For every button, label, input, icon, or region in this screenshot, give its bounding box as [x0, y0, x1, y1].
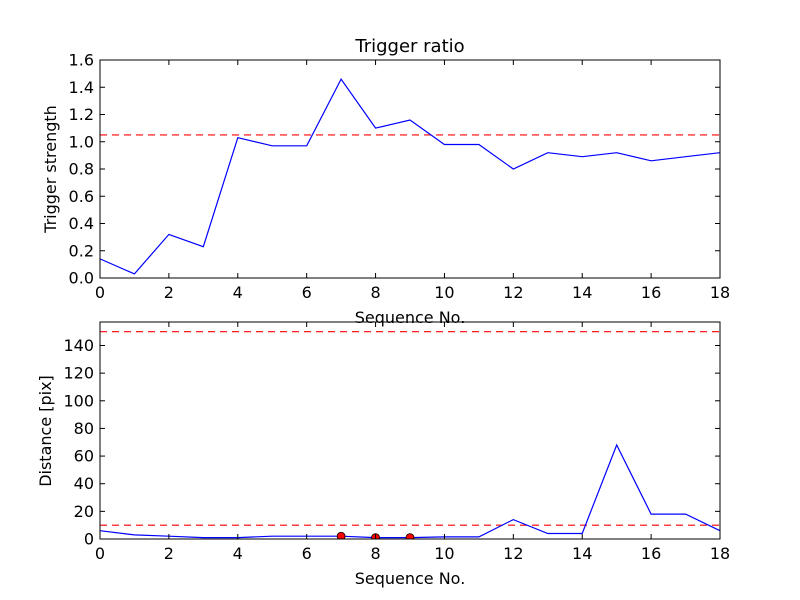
- y-tick-label: 80: [74, 419, 94, 438]
- x-tick-label: 12: [503, 544, 523, 563]
- ticks-top: 0 2 4 6 8 10 12 14 16 18 0.0 0.2 0.4 0.6 0.8 1.0 1.2 1.4 1…: [69, 51, 731, 303]
- ticks-bottom: 0 2 4 6 8 10 12 14 16 18 0 20 40 60 80 100 120 140: [63, 322, 730, 563]
- y-tick-label: 60: [74, 447, 94, 466]
- x-tick-label: 8: [370, 544, 380, 563]
- data-marker-3: [405, 533, 415, 539]
- x-tick-label: 2: [164, 283, 174, 302]
- y-tick-label: 1.2: [69, 105, 94, 124]
- x-tick-label: 16: [641, 283, 661, 302]
- series-line-1: [100, 77, 720, 275]
- y-axis-label-bottom: Distance [pix]: [36, 375, 55, 487]
- axes-frame-bottom: [99, 321, 721, 540]
- y-tick-label: 1.4: [69, 78, 94, 97]
- x-tick-label: 4: [233, 283, 243, 302]
- chart-title: Trigger ratio: [354, 36, 464, 57]
- x-tick-label: 10: [434, 283, 454, 302]
- trigger-ratio-panel: 0 2 4 6 8 10 12 14 16 18 0.0 0.2 0.4 0.6 0.8 1.0 1.2 1.4 1…: [41, 36, 730, 327]
- x-tick-label: 0: [95, 544, 105, 563]
- y-tick-label: 40: [74, 474, 94, 493]
- x-tick-label: 16: [641, 544, 661, 563]
- axes-frame-top: [99, 59, 721, 279]
- x-tick-label: 2: [164, 544, 174, 563]
- y-tick-label: 0.2: [69, 241, 94, 260]
- distance-panel: 0 2 4 6 8 10 12 14 16 18 0 20 40 60 80 100 120 140 Sequen…: [36, 321, 730, 588]
- y-tick-label: 0.0: [69, 269, 94, 288]
- y-tick-label: 1.0: [69, 132, 94, 151]
- y-tick-label: 0.4: [69, 214, 94, 233]
- y-axis-label-top: Trigger strength: [41, 105, 60, 234]
- x-tick-label: 8: [370, 283, 380, 302]
- x-tick-label: 18: [710, 544, 730, 563]
- x-tick-label: 6: [302, 544, 312, 563]
- x-tick-label: 18: [710, 283, 730, 302]
- x-axis-label-top: Sequence No.: [355, 308, 466, 327]
- data-marker-1: [336, 531, 346, 539]
- y-tick-label: 120: [63, 364, 94, 383]
- x-tick-label: 14: [572, 544, 592, 563]
- x-tick-label: 14: [572, 283, 592, 302]
- y-tick-label: 1.6: [69, 51, 94, 70]
- plot-area-bottom: [100, 331, 720, 539]
- y-tick-label: 140: [63, 336, 94, 355]
- y-tick-label: 0.6: [69, 187, 94, 206]
- x-tick-label: 6: [302, 283, 312, 302]
- x-axis-label-bottom: Sequence No.: [355, 569, 466, 588]
- x-tick-label: 10: [434, 544, 454, 563]
- y-tick-label: 100: [63, 391, 94, 410]
- x-tick-label: 0: [95, 283, 105, 302]
- x-tick-label: 12: [503, 283, 523, 302]
- series-line-1: [100, 443, 720, 539]
- plot-area-top: [100, 77, 720, 275]
- x-tick-label: 4: [233, 544, 243, 563]
- y-tick-label: 20: [74, 502, 94, 521]
- y-tick-label: 0.8: [69, 160, 94, 179]
- y-tick-label: 0: [84, 530, 94, 549]
